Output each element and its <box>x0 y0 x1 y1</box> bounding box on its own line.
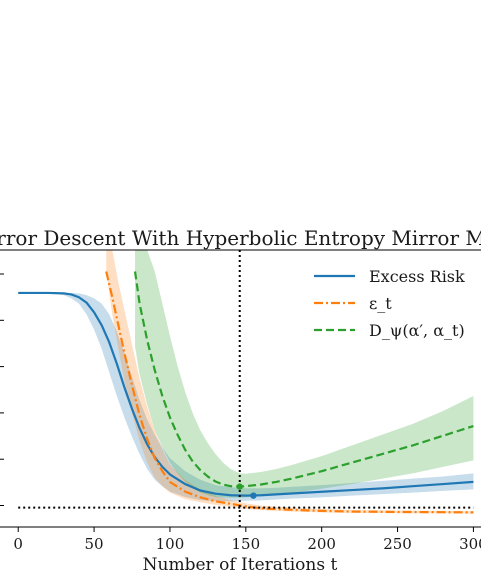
x-tick-label: 250 <box>383 535 412 553</box>
x-tick-label: 150 <box>231 535 260 553</box>
x-tick-label: 200 <box>307 535 336 553</box>
x-axis-label: Number of Iterations t <box>143 555 338 575</box>
series-0-marker <box>250 492 257 499</box>
chart-title: Mirror Descent With Hyperbolic Entropy M… <box>0 226 481 250</box>
series-2-band <box>135 250 474 498</box>
legend-label-2: D_ψ(α′, α_t) <box>369 321 465 340</box>
series-0-band <box>18 292 474 502</box>
series-0-line <box>18 291 474 497</box>
series-2-line <box>133 271 474 488</box>
x-tick-label: 300 <box>459 535 481 553</box>
series-2-marker <box>236 483 243 490</box>
legend: Excess Risk ε_t D_ψ(α′, α_t) <box>314 267 465 340</box>
x-tick-label: 50 <box>85 535 104 553</box>
x-tick-label: 0 <box>13 535 23 553</box>
series-1-line <box>105 271 474 514</box>
x-tick-label: 100 <box>156 535 185 553</box>
legend-label-0: Excess Risk <box>369 267 465 286</box>
legend-label-1: ε_t <box>369 294 392 313</box>
